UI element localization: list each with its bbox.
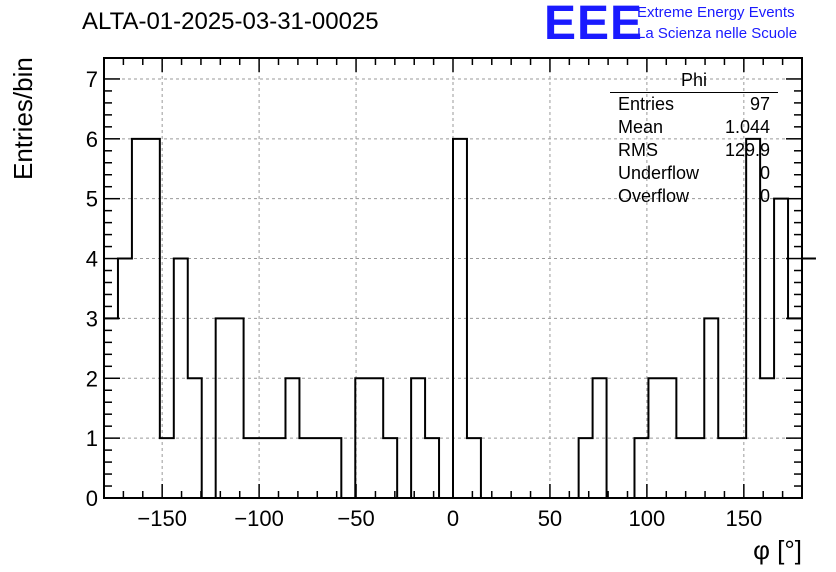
stats-value: 0 xyxy=(759,163,770,183)
chart-title: ALTA-01-2025-03-31-00025 xyxy=(82,8,379,35)
histogram-bin xyxy=(299,438,313,498)
histogram-bin xyxy=(244,438,258,498)
stats-row-entries: Entries 97 xyxy=(610,93,778,116)
histogram-bin xyxy=(467,438,481,498)
stats-row-mean: Mean 1.044 xyxy=(610,116,778,139)
stats-label: Mean xyxy=(618,117,664,137)
stats-value: 97 xyxy=(749,94,770,114)
x-tick-label: 0 xyxy=(447,506,459,531)
x-tick-label: 150 xyxy=(725,506,762,531)
x-tick-label: 50 xyxy=(538,506,562,531)
histogram-bin xyxy=(802,259,816,498)
histogram-bin xyxy=(774,199,788,498)
stats-value: 0 xyxy=(759,186,770,206)
histogram-bin xyxy=(104,318,118,498)
eee-logo: EEE xyxy=(544,0,644,50)
stats-label: Overflow xyxy=(618,186,690,206)
y-tick-label: 7 xyxy=(86,67,98,92)
histogram-bin xyxy=(272,438,286,498)
y-tick-label: 6 xyxy=(86,127,98,152)
histogram-bin xyxy=(718,438,732,498)
histogram-bin xyxy=(383,438,397,498)
y-tick-label: 5 xyxy=(86,187,98,212)
stats-title: Phi xyxy=(610,70,778,93)
stats-row-overflow: Overflow 0 xyxy=(610,185,778,208)
histogram-bin xyxy=(579,438,593,498)
stats-box: Phi Entries 97 Mean 1.044 RMS 129.9 Unde… xyxy=(610,70,778,208)
stats-row-rms: RMS 129.9 xyxy=(610,139,778,162)
histogram-bin xyxy=(174,259,188,498)
x-tick-label: −50 xyxy=(337,506,374,531)
histogram-bin xyxy=(216,318,230,498)
y-tick-label: 1 xyxy=(86,426,98,451)
histogram-bin xyxy=(690,438,704,498)
y-tick-label: 4 xyxy=(86,247,98,272)
histogram-bin xyxy=(327,438,341,498)
histogram-bin xyxy=(230,318,244,498)
x-axis-label: φ [°] xyxy=(753,535,802,565)
y-axis-label: Entries/bin xyxy=(8,57,38,180)
logo-line-1: Extreme Energy Events xyxy=(637,4,795,21)
histogram-bin xyxy=(425,438,439,498)
x-tick-label: −150 xyxy=(137,506,187,531)
histogram-bin xyxy=(313,438,327,498)
y-tick-label: 0 xyxy=(86,486,98,511)
stats-label: RMS xyxy=(618,140,658,160)
x-tick-label: 100 xyxy=(629,506,666,531)
histogram-bin xyxy=(704,318,718,498)
stats-value: 129.9 xyxy=(724,140,770,160)
histogram-bin xyxy=(788,318,802,498)
histogram-bin xyxy=(676,438,690,498)
logo-line-2: La Scienza nelle Scuole xyxy=(637,25,798,42)
stats-value: 1.044 xyxy=(724,117,770,137)
x-tick-label: −100 xyxy=(234,506,284,531)
stats-label: Entries xyxy=(618,94,675,114)
stats-row-underflow: Underflow 0 xyxy=(610,162,778,185)
stats-label: Underflow xyxy=(618,163,700,183)
y-tick-label: 2 xyxy=(86,366,98,391)
y-tick-label: 3 xyxy=(86,306,98,331)
